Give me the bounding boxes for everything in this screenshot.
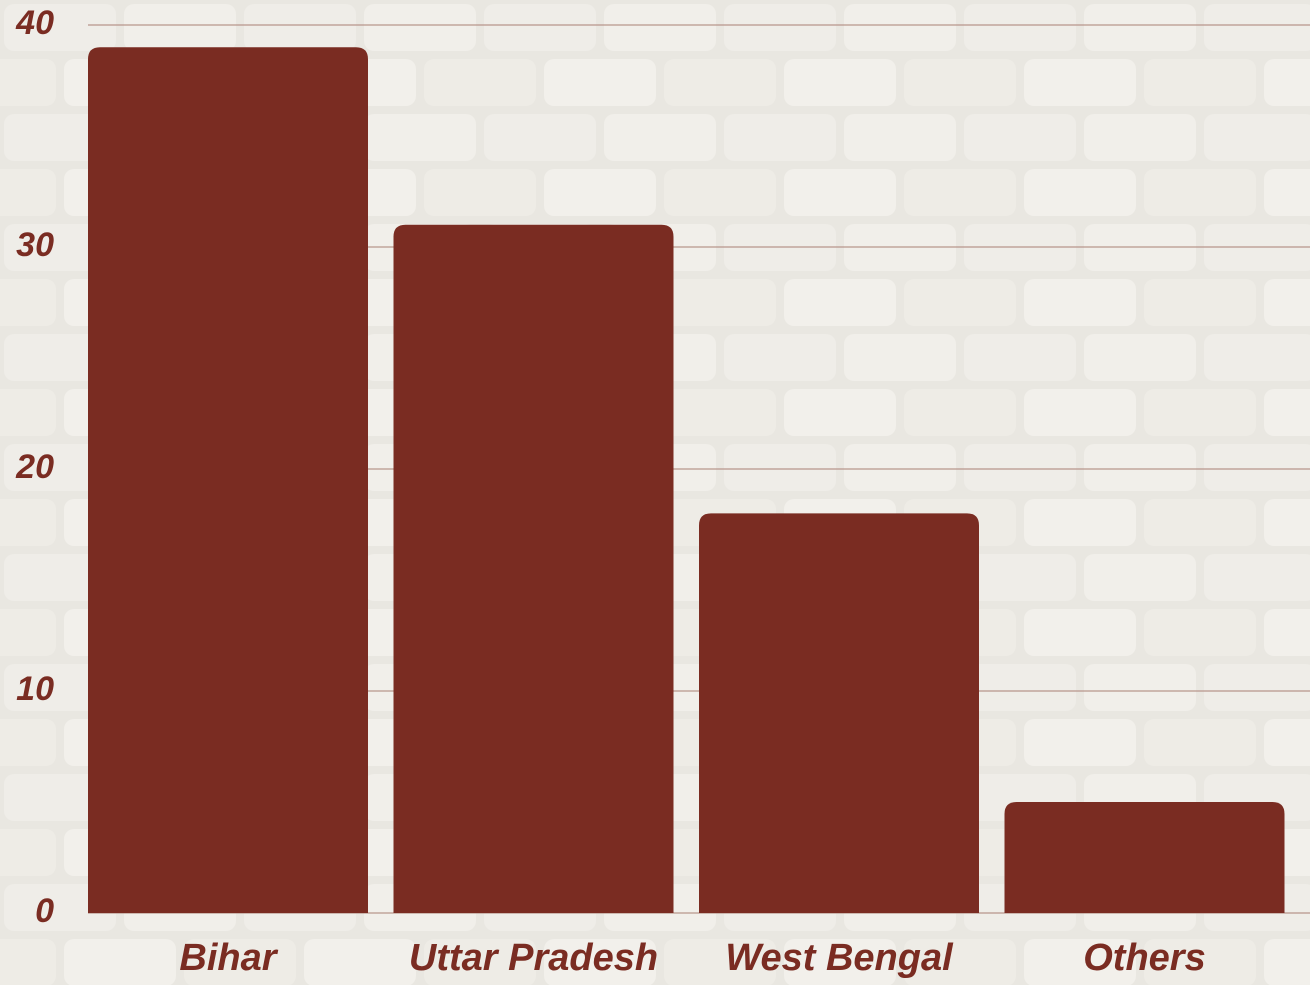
bar	[699, 513, 979, 913]
bar	[394, 225, 674, 913]
bar	[1005, 802, 1285, 913]
y-tick-label: 40	[15, 4, 54, 42]
chart: 0 10 20 30 40 Bihar Uttar Pradesh West Bengal Ot…	[0, 0, 1310, 985]
bar	[88, 47, 368, 913]
y-tick-label: 20	[15, 448, 54, 486]
x-tick-label: West Bengal	[725, 937, 954, 979]
x-tick-label: Uttar Pradesh	[409, 937, 658, 979]
y-tick-label: 0	[35, 892, 54, 930]
y-tick-label: 30	[16, 226, 54, 264]
y-tick-label: 10	[16, 670, 54, 708]
page: {"chart_data": {"type": "bar", "categori…	[0, 0, 1310, 985]
x-tick-label: Others	[1083, 937, 1205, 979]
x-tick-label: Bihar	[179, 937, 278, 979]
